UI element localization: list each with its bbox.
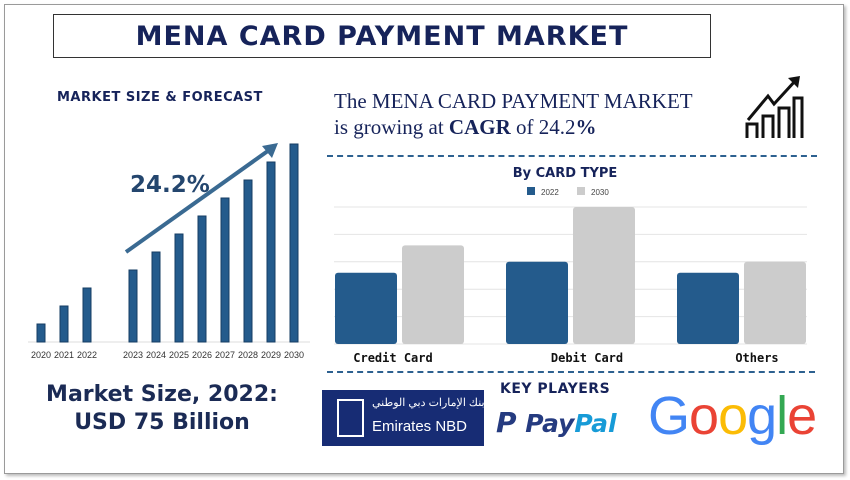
tick-label: 2029 <box>261 350 281 360</box>
bar-2020 <box>36 323 46 343</box>
bar-2030-Debit Card <box>573 207 635 344</box>
headline: The MENA CARD PAYMENT MARKET is growing … <box>334 88 693 140</box>
bar-2030-Others <box>744 261 806 344</box>
tick-label: 2020 <box>31 350 51 360</box>
bar-2026 <box>197 215 207 343</box>
bar-2025 <box>174 233 184 343</box>
bar-2030-Credit Card <box>402 245 464 344</box>
google-logo: Google <box>648 386 817 446</box>
tick-label: 2025 <box>169 350 189 360</box>
arrow-head <box>262 143 278 158</box>
category-label: Others <box>735 351 778 365</box>
legend-swatch <box>577 187 585 195</box>
market-size: Market Size, 2022: USD 75 Billion <box>22 381 302 437</box>
bar-2022-Others <box>677 272 739 344</box>
key-players-title: KEY PLAYERS <box>500 381 611 397</box>
paypal-logo: P PayPal <box>496 406 617 439</box>
bar-2028 <box>243 179 253 343</box>
divider <box>327 371 815 373</box>
bar-2022 <box>82 287 92 343</box>
tick-label: 2028 <box>238 350 258 360</box>
card-type-chart: By CARD TYPE 2022 2030 Credit Card Debit Car… <box>334 166 807 365</box>
forecast-chart: 2020 2021 2022 2023 2024 2025 2026 2027 2028 2029… <box>28 143 310 360</box>
tick-label: 2027 <box>215 350 235 360</box>
forecast-subtitle: MARKET SIZE & FORECAST <box>57 90 263 105</box>
tick-label: 2021 <box>54 350 74 360</box>
tick-label: 2024 <box>146 350 166 360</box>
tick-label: 2030 <box>284 350 304 360</box>
legend-label: 2030 <box>591 188 609 197</box>
tick-label: 2026 <box>192 350 212 360</box>
bar-2022-Debit Card <box>506 261 568 344</box>
bar-2022-Credit Card <box>335 272 397 344</box>
bar-2021 <box>59 305 69 343</box>
headline-line2: is growing at CAGR of 24.2% <box>334 115 597 139</box>
bar-2029 <box>266 161 276 343</box>
category-label: Credit Card <box>353 351 432 365</box>
market-size-value: USD 75 Billion <box>74 410 250 435</box>
legend-label: 2022 <box>541 188 559 197</box>
page-title: MENA CARD PAYMENT MARKET <box>53 14 711 58</box>
emirates-nbd-logo: بنك الإمارات دبي الوطني Emirates NBD <box>322 390 485 446</box>
tick-label: 2022 <box>77 350 97 360</box>
headline-line1: The MENA CARD PAYMENT MARKET <box>334 89 693 113</box>
category-label: Debit Card <box>551 351 623 365</box>
growth-chart-icon <box>745 76 804 138</box>
tick-label: 2023 <box>123 350 143 360</box>
bar-2027 <box>220 197 230 343</box>
divider <box>327 155 817 157</box>
trend-arrow <box>124 146 274 254</box>
legend-swatch <box>527 187 535 195</box>
bar-2030 <box>289 143 299 343</box>
bar-2023 <box>128 269 138 343</box>
frame <box>4 4 844 474</box>
bar-2024 <box>151 251 161 343</box>
cagr-annotation: 24.2% <box>130 172 210 198</box>
chart-title: By CARD TYPE <box>513 166 618 181</box>
market-size-label: Market Size, 2022: <box>46 382 278 407</box>
